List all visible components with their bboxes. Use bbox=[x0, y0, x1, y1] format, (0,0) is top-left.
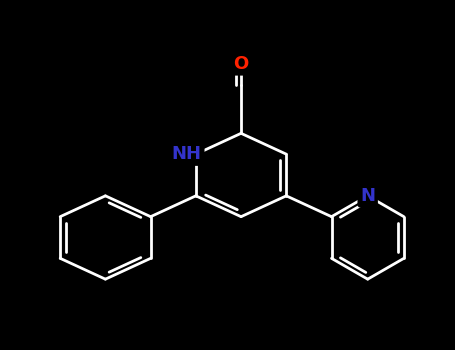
Text: O: O bbox=[233, 55, 249, 73]
Text: N: N bbox=[360, 187, 375, 205]
Text: NH: NH bbox=[172, 145, 202, 163]
